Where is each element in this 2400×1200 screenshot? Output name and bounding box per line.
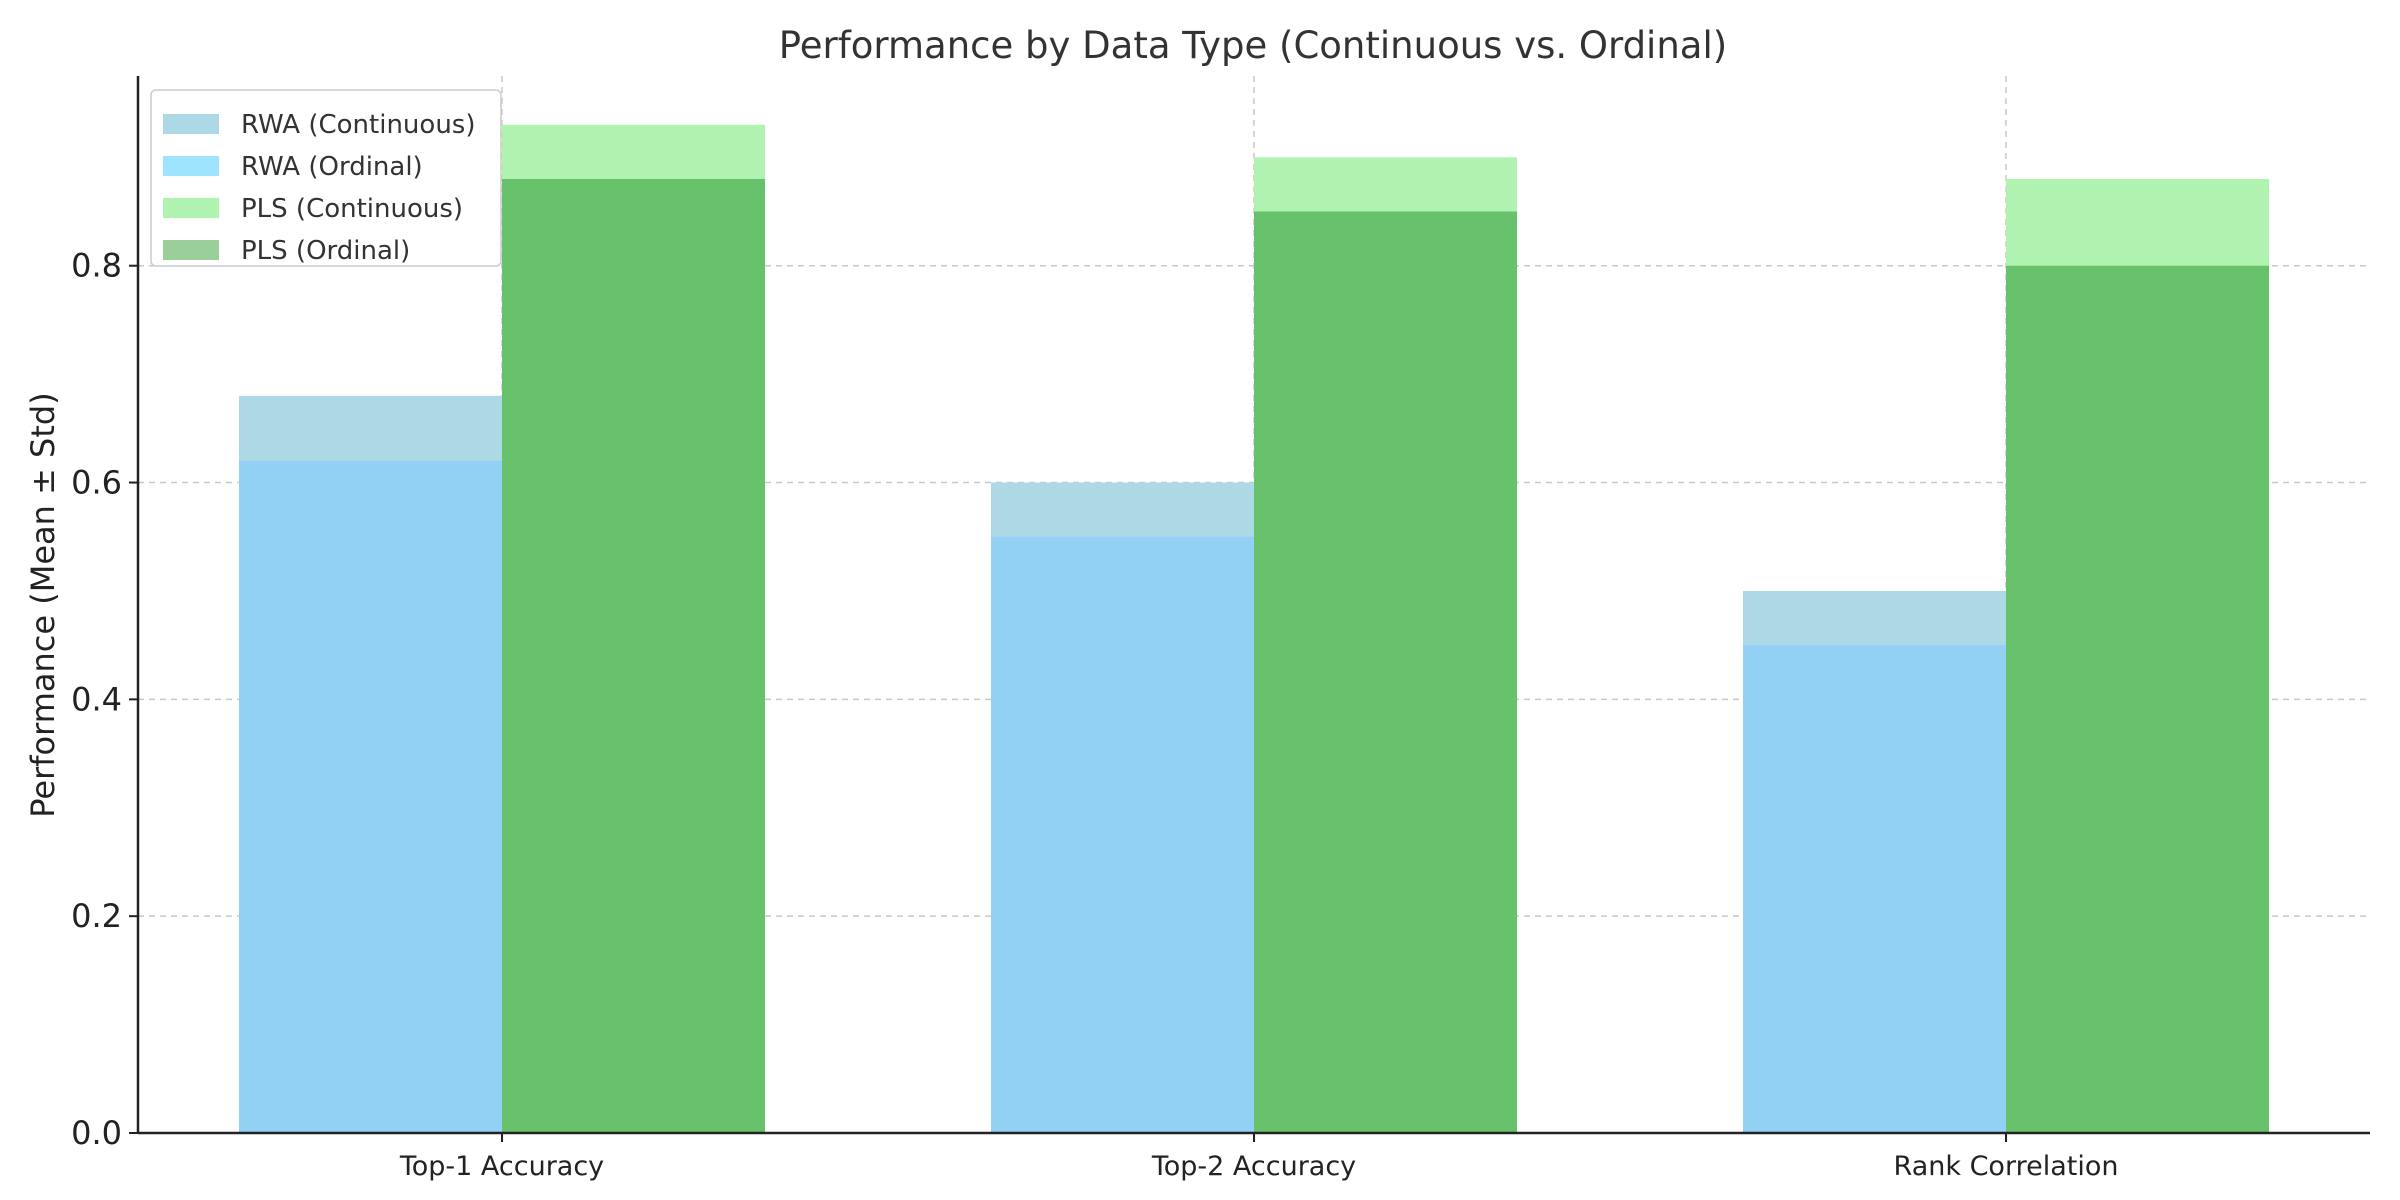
x-tick-label-rank-correlation: Rank Correlation: [1894, 1151, 2119, 1182]
legend-swatch-pls-continuous: [163, 198, 219, 218]
legend-swatch-pls-ordinal: [163, 240, 219, 260]
y-tick-label: 0.6: [71, 464, 122, 502]
chart-title: Performance by Data Type (Continuous vs.…: [779, 24, 1727, 67]
x-tick-label-top-1-accuracy: Top-1 Accuracy: [399, 1151, 604, 1182]
x-tick-label-top-2-accuracy: Top-2 Accuracy: [1151, 1151, 1356, 1182]
y-axis-label: Performance (Mean ± Std): [24, 392, 62, 817]
legend-swatch-rwa-continuous: [163, 114, 219, 134]
bar-pls-ordinal-top-1-accuracy: [502, 178, 765, 1133]
bar-rwa-ordinal-rank-correlation: [1743, 645, 2006, 1133]
bar-pls-ordinal-rank-correlation: [2006, 265, 2269, 1133]
bar-rwa-ordinal-top-1-accuracy: [239, 460, 502, 1133]
legend-label-pls-continuous: PLS (Continuous): [241, 194, 463, 224]
y-tick-label: 0.4: [71, 680, 122, 718]
axes: [129, 76, 2370, 1142]
bars: [239, 124, 2269, 1134]
legend: RWA (Continuous) RWA (Ordinal) PLS (Contin…: [150, 89, 502, 267]
y-tick-label: 0.0: [71, 1114, 122, 1152]
legend-box: [150, 89, 502, 267]
tick-labels: 0.0 0.2 0.4 0.6 0.8 Top-1 Accuracy Top-2 Accur…: [71, 247, 2118, 1182]
bar-pls-ordinal-top-2-accuracy: [1254, 211, 1517, 1133]
legend-label-rwa-ordinal: RWA (Ordinal): [241, 152, 423, 182]
legend-label-pls-ordinal: PLS (Ordinal): [241, 236, 410, 266]
legend-swatch-rwa-ordinal: [163, 156, 219, 176]
y-tick-label: 0.8: [71, 247, 122, 285]
legend-label-rwa-continuous: RWA (Continuous): [241, 110, 475, 140]
bar-rwa-ordinal-top-2-accuracy: [991, 536, 1254, 1133]
y-tick-label: 0.2: [71, 897, 122, 935]
